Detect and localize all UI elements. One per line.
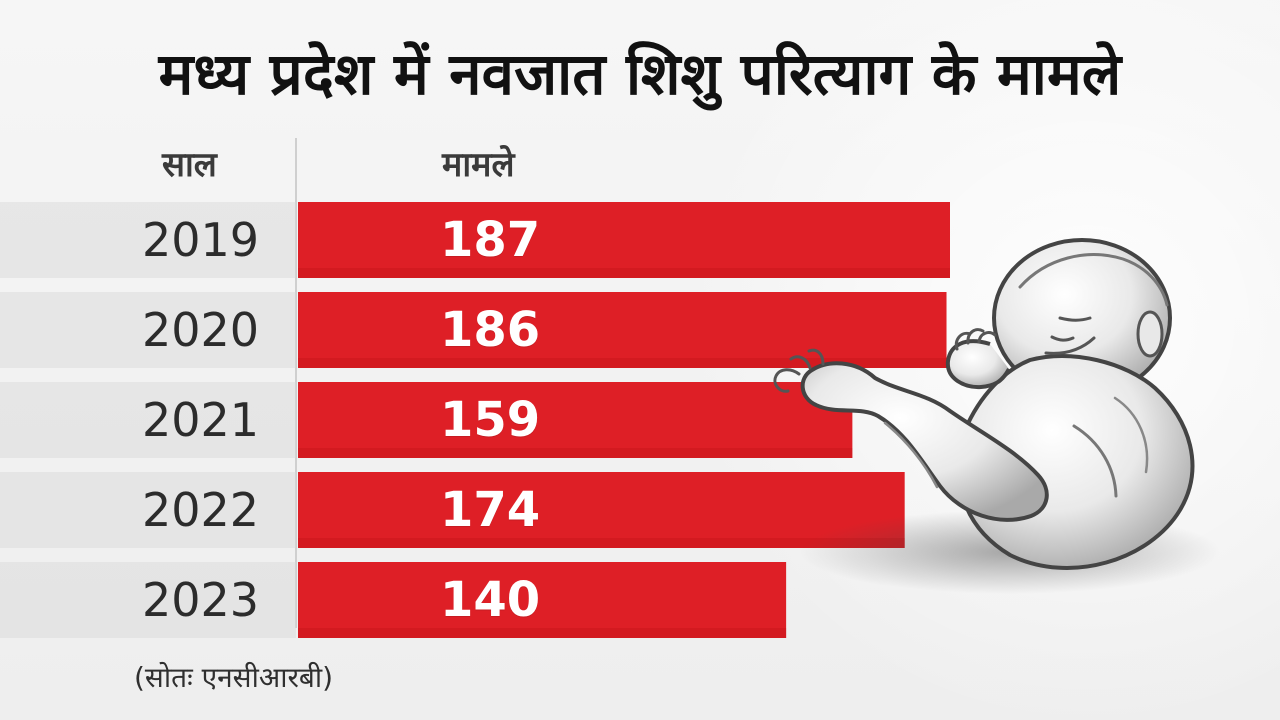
chart-divider	[295, 138, 297, 628]
bar-chart-svg	[298, 202, 950, 638]
bar-chart: साल मामले 2019 2020 2021 2022 2023 187 186 159…	[0, 130, 1280, 650]
page-title: मध्य प्रदेश में नवजात शिशु परित्याग के म…	[158, 40, 1122, 108]
cases-value-label: 174	[440, 482, 541, 538]
cases-bar	[298, 382, 853, 458]
cases-column-header: मामले	[442, 145, 515, 185]
cases-value-label: 140	[440, 572, 541, 628]
year-label: 2021	[142, 393, 260, 447]
year-row-background	[0, 202, 296, 278]
cases-bar	[298, 292, 947, 368]
cases-bar	[298, 202, 950, 278]
year-label: 2020	[142, 303, 260, 357]
year-label: 2022	[142, 483, 260, 537]
cases-bar-shade	[298, 628, 787, 638]
year-column-header: साल	[162, 145, 217, 185]
year-row-background	[0, 472, 296, 548]
sleeping-newborn-baby-icon	[773, 238, 1220, 594]
cases-bar	[298, 472, 905, 548]
cases-bar-shade	[298, 358, 947, 368]
cases-bar-shade	[298, 538, 905, 548]
source-note: (सोतः एनसीआरबी)	[134, 661, 334, 694]
cases-bar-shade	[298, 448, 853, 458]
year-label: 2019	[142, 213, 260, 267]
cases-bar	[298, 562, 787, 638]
year-row-background	[0, 562, 296, 638]
year-label: 2023	[142, 573, 260, 627]
cases-value-label: 187	[440, 212, 541, 268]
year-row-background	[0, 382, 296, 458]
cases-bar-shade	[298, 268, 950, 278]
cases-value-label: 159	[440, 392, 541, 448]
cases-value-label: 186	[440, 302, 541, 358]
year-row-background	[0, 292, 296, 368]
